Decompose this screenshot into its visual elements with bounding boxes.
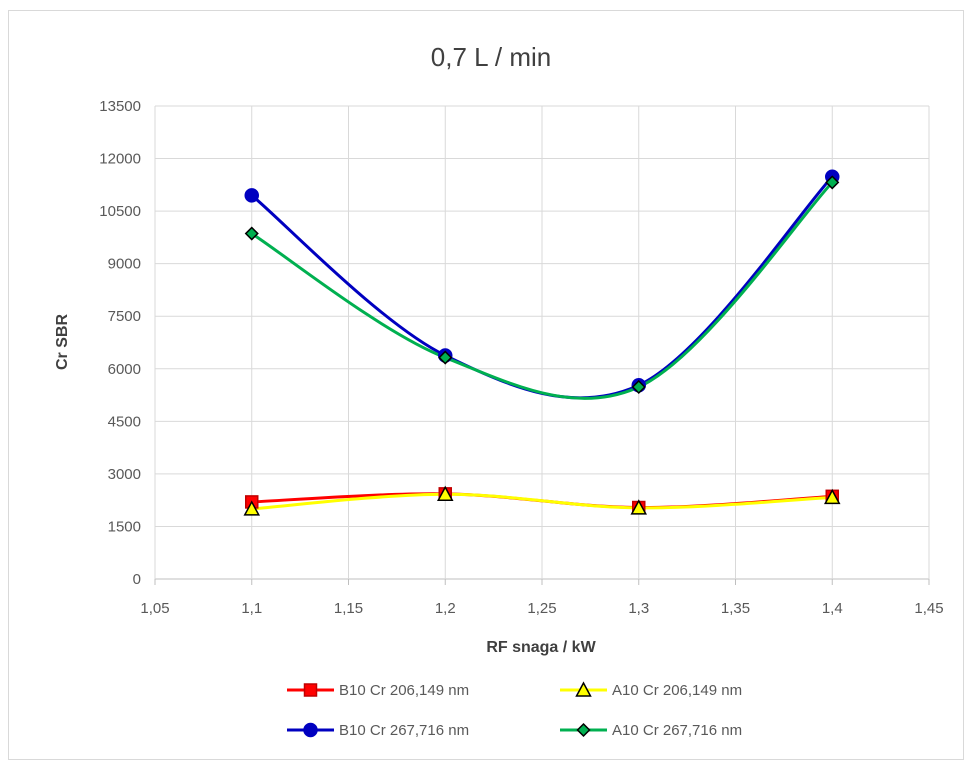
series-lines [250,175,834,511]
series-line-4 [250,180,834,400]
x-tick-label: 1,05 [140,600,169,617]
x-tick-label: 1,4 [822,600,843,617]
series-2-point [823,488,841,505]
series-3-point [244,188,259,203]
series-4-point [438,350,453,365]
x-tick-label: 1,45 [914,600,943,617]
series-4-point [825,175,840,190]
legend-item-1: B10 Cr 206,149 nm [287,682,469,699]
legend-swatch-marker [303,722,318,738]
series-2-point [436,485,454,501]
legend-swatch-marker [576,722,591,738]
y-tick-label: 9000 [108,256,141,273]
y-tick-label: 0 [133,571,141,588]
x-axis-title: RF snaga / kW [486,639,596,656]
legend: B10 Cr 206,149 nm A10 Cr 206,149 nm B10 Cr… [287,681,742,739]
legend-swatch-marker [303,683,318,697]
y-tick-label: 1500 [108,518,141,535]
y-tick-label: 13500 [99,98,141,115]
y-tick-label: 4500 [108,413,141,430]
grid-lines [154,105,930,585]
y-axis-title: Cr SBR [54,314,71,370]
legend-item-3: B10 Cr 267,716 nm [287,722,469,739]
series-line-2 [250,492,834,511]
legend-label: B10 Cr 267,716 nm [339,722,469,739]
y-tick-label: 6000 [108,361,141,378]
y-tick-label: 7500 [108,308,141,325]
legend-item-2: A10 Cr 206,149 nm [560,681,742,699]
legend-label: A10 Cr 206,149 nm [612,682,742,699]
chart-frame [8,10,964,760]
y-tick-label: 3000 [108,466,141,483]
series-4-point [244,226,259,241]
x-tick-label: 1,15 [334,600,363,617]
series-markers [243,169,841,516]
x-tick-label: 1,2 [435,600,456,617]
legend-label: B10 Cr 206,149 nm [339,682,469,699]
x-tick-label: 1,35 [721,600,750,617]
x-tick-label: 1,25 [527,600,556,617]
legend-swatch-marker [575,681,592,697]
series-2-point [630,499,648,515]
tick-labels: 0 1500 3000 4500 6000 7500 9000 10500 12000 13500… [99,98,943,617]
legend-item-4: A10 Cr 267,716 nm [560,722,742,739]
y-tick-label: 12000 [99,151,141,168]
series-4-point [631,379,646,395]
chart-title: 0,7 L / min [431,42,551,72]
x-tick-label: 1,3 [628,600,649,617]
x-tick-label: 1,1 [241,600,262,617]
series-2-point [243,500,261,516]
legend-label: A10 Cr 267,716 nm [612,722,742,739]
y-tick-label: 10500 [99,203,141,220]
